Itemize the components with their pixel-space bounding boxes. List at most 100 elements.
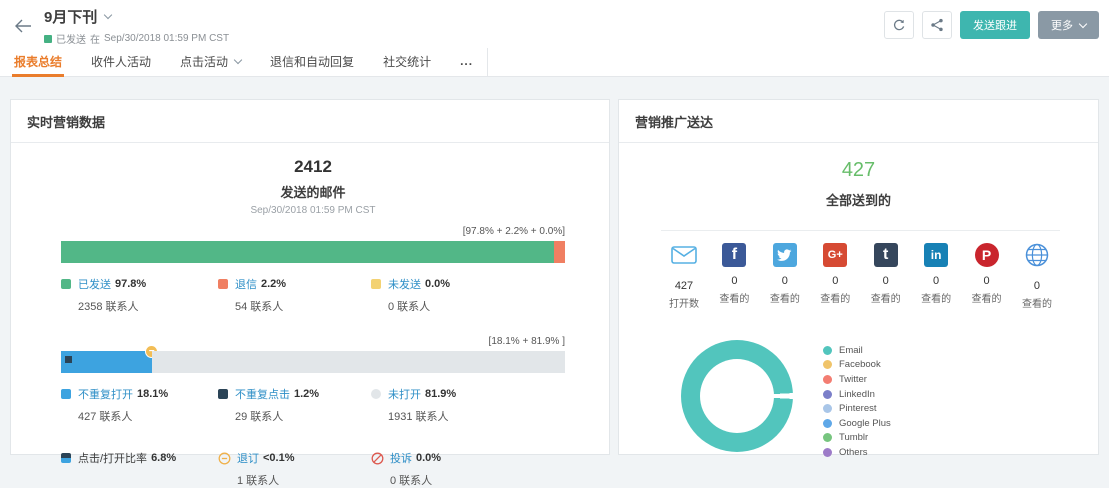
stat-unsent-contacts: 0 联系人 bbox=[388, 301, 431, 313]
realtime-panel-title: 实时营销数据 bbox=[11, 100, 609, 143]
sent-timestamp: Sep/30/2018 01:59 PM CST bbox=[250, 205, 376, 216]
stat-complaints-pct: 0.0% bbox=[416, 452, 442, 464]
tab-bounces-autoreplies[interactable]: 退信和自动回复 bbox=[270, 54, 355, 69]
channel-stats-row: 427 打开数 f 0 查看的 0 查看的 bbox=[661, 230, 1060, 310]
channel-pinterest-label: 查看的 bbox=[971, 294, 1002, 305]
stat-unique-clicks: 不重复点击 1.2% 29 联系人 bbox=[218, 386, 371, 424]
legend-label: Facebook bbox=[839, 359, 881, 371]
legend-dot bbox=[823, 433, 832, 443]
legend-swatch bbox=[61, 389, 71, 399]
globe-icon bbox=[1025, 243, 1049, 267]
donut-hole bbox=[700, 359, 774, 433]
stat-unique-opens: 不重复打开 18.1% 427 联系人 bbox=[61, 386, 218, 424]
legend-item-tumblr: Tumblr bbox=[823, 431, 891, 446]
tab-report-summary[interactable]: 报表总结 bbox=[12, 48, 65, 77]
google-plus-glyph: G+ bbox=[827, 249, 843, 261]
legend-swatch bbox=[218, 279, 228, 289]
send-followup-button[interactable]: 发送跟进 bbox=[960, 11, 1030, 39]
stat-unsubscribed: 退订 <0.1% 1 联系人 bbox=[218, 450, 371, 488]
channel-web[interactable]: 0 查看的 bbox=[1014, 243, 1060, 310]
stat-unique-opens-link[interactable]: 不重复打开 bbox=[78, 389, 133, 401]
legend-label: Email bbox=[839, 344, 863, 356]
stat-click-open-rate-label: 点击/打开比率 bbox=[78, 453, 148, 465]
stat-unsubscribed-pct: <0.1% bbox=[263, 452, 295, 464]
channel-pinterest[interactable]: P 0 查看的 bbox=[964, 243, 1010, 310]
legend-item-google-plus: Google Plus bbox=[823, 416, 891, 431]
refresh-icon bbox=[893, 19, 905, 31]
stat-complaints-link[interactable]: 投诉 bbox=[390, 453, 412, 465]
channel-google-plus[interactable]: G+ 0 查看的 bbox=[812, 243, 858, 310]
channel-twitter[interactable]: 0 查看的 bbox=[762, 243, 808, 310]
donut-legend: Email Facebook Twitter LinkedIn bbox=[823, 340, 891, 460]
channel-email[interactable]: 427 打开数 bbox=[661, 243, 707, 310]
tab-more-ellipsis[interactable]: ... bbox=[458, 48, 489, 76]
linkedin-icon: in bbox=[924, 243, 949, 267]
stat-sent-link[interactable]: 已发送 bbox=[78, 279, 111, 291]
channel-linkedin[interactable]: in 0 查看的 bbox=[913, 243, 959, 310]
unique-clicks-marker bbox=[65, 356, 72, 363]
tumblr-glyph: t bbox=[883, 246, 889, 263]
tab-social-stats[interactable]: 社交统计 bbox=[383, 54, 432, 69]
stat-bounced-contacts: 54 联系人 bbox=[235, 301, 284, 313]
pinterest-glyph: P bbox=[981, 247, 992, 263]
channel-facebook-label: 查看的 bbox=[719, 294, 750, 305]
stat-unsubscribed-link[interactable]: 退订 bbox=[237, 453, 259, 465]
legend-item-email: Email bbox=[823, 343, 891, 358]
back-button[interactable] bbox=[10, 14, 36, 40]
legend-item-pinterest: Pinterest bbox=[823, 401, 891, 416]
legend-label: Twitter bbox=[839, 373, 867, 385]
pinterest-icon: P bbox=[974, 243, 999, 267]
channel-tumblr[interactable]: t 0 查看的 bbox=[863, 243, 909, 310]
legend-dot bbox=[823, 404, 832, 414]
stat-unopened: 未打开 81.9% 1931 联系人 bbox=[371, 386, 565, 424]
linkedin-glyph: in bbox=[930, 248, 942, 262]
channel-google-plus-label: 查看的 bbox=[820, 294, 851, 305]
more-button[interactable]: 更多 bbox=[1038, 11, 1099, 39]
delivered-label: 全部送到的 bbox=[825, 193, 891, 208]
facebook-glyph: f bbox=[731, 246, 738, 263]
legend-dot bbox=[823, 418, 832, 428]
more-button-label: 更多 bbox=[1051, 20, 1073, 32]
stat-unique-opens-pct: 18.1% bbox=[137, 388, 169, 400]
legend-label: Tumblr bbox=[839, 432, 869, 444]
legend-dot bbox=[823, 389, 832, 399]
sent-summary: 2412 发送的邮件 Sep/30/2018 01:59 PM CST bbox=[61, 157, 565, 216]
legend-swatch bbox=[61, 279, 71, 289]
legend-swatch bbox=[371, 389, 381, 399]
legend-label: LinkedIn bbox=[839, 388, 875, 400]
tab-recipient-activity[interactable]: 收件人活动 bbox=[91, 54, 152, 69]
sent-label: 发送的邮件 bbox=[280, 185, 346, 200]
open-bar-opened-segment: − bbox=[61, 345, 159, 373]
stat-unsent-link[interactable]: 未发送 bbox=[388, 279, 421, 291]
share-button[interactable] bbox=[922, 11, 952, 39]
channel-facebook-count: 0 bbox=[731, 275, 738, 287]
delivery-bar-sent-segment bbox=[61, 241, 554, 263]
chevron-down-icon bbox=[233, 55, 243, 64]
stat-unsubscribed-contacts: 1 联系人 bbox=[237, 475, 280, 487]
chevron-down-icon bbox=[1078, 19, 1088, 28]
refresh-button[interactable] bbox=[884, 11, 914, 39]
legend-label: Google Plus bbox=[839, 417, 891, 429]
stat-unopened-contacts: 1931 联系人 bbox=[388, 411, 449, 423]
stat-unique-clicks-link[interactable]: 不重复点击 bbox=[235, 389, 290, 401]
stat-unsent: 未发送 0.0% 0 联系人 bbox=[371, 276, 565, 314]
open-bar-unopened-segment bbox=[152, 351, 565, 373]
stat-complaints-contacts: 0 联系人 bbox=[390, 475, 433, 487]
stat-bounced-link[interactable]: 退信 bbox=[235, 279, 257, 291]
arrow-left-icon bbox=[15, 19, 31, 32]
tab-click-activity-label: 点击活动 bbox=[180, 54, 229, 69]
chevron-down-icon bbox=[104, 10, 113, 20]
status-preposition: 在 bbox=[90, 35, 100, 46]
legend-label: Others bbox=[839, 446, 868, 458]
promotion-delivery-panel: 营销推广送达 427 全部送到的 427 打开数 f 0 查看的 bbox=[618, 99, 1099, 458]
stat-sent: 已发送 97.8% 2358 联系人 bbox=[61, 276, 218, 314]
promotion-panel-title: 营销推广送达 bbox=[619, 100, 1098, 143]
stat-unsent-pct: 0.0% bbox=[425, 278, 451, 290]
tab-click-activity[interactable]: 点击活动 bbox=[178, 48, 243, 76]
stat-bounced-pct: 2.2% bbox=[261, 278, 287, 290]
stat-unopened-link[interactable]: 未打开 bbox=[388, 389, 421, 401]
channel-facebook[interactable]: f 0 查看的 bbox=[711, 243, 757, 310]
delivery-bar-bounce-segment bbox=[553, 241, 565, 263]
status-timestamp: Sep/30/2018 01:59 PM CST bbox=[104, 33, 230, 44]
campaign-title-dropdown[interactable]: 9月下刊 bbox=[44, 6, 233, 27]
